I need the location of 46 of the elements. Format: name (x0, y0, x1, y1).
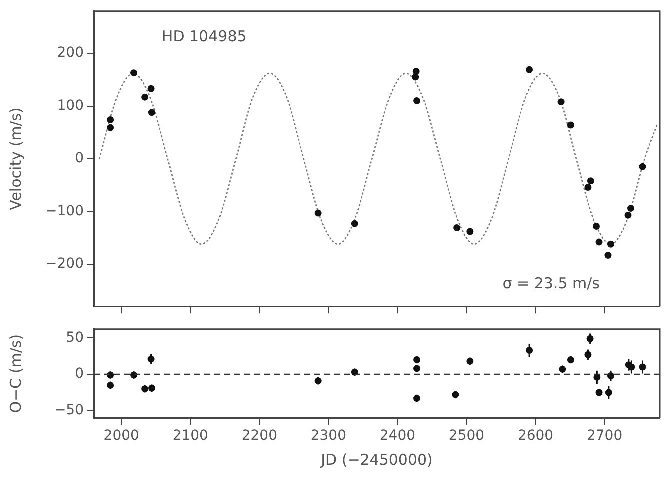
y-tick-label: 0 (75, 150, 84, 167)
point (148, 109, 156, 116)
x-tick-label: 2100 (172, 428, 208, 444)
y-tick-label: −50 (54, 402, 84, 419)
y-tick-label: 0 (75, 366, 84, 382)
x-axis-title: JD (−2450000) (320, 450, 433, 469)
point (624, 212, 632, 219)
point (414, 98, 421, 105)
point (454, 224, 461, 232)
point (607, 240, 614, 248)
point (107, 124, 114, 132)
point (558, 98, 565, 106)
x-tick-label: 2200 (242, 428, 278, 444)
y-axis-title: Velocity (m/s) (6, 108, 25, 210)
point (148, 85, 155, 92)
point (466, 228, 474, 236)
x-tick-label: 2400 (380, 428, 416, 444)
point (412, 68, 420, 75)
point (130, 70, 138, 77)
point (314, 210, 322, 217)
x-tick-label: 2700 (586, 428, 623, 444)
point (526, 66, 534, 74)
point (587, 178, 594, 185)
point (412, 74, 420, 81)
x-tick-label: 2000 (104, 428, 140, 444)
point (107, 116, 114, 124)
point (604, 252, 612, 259)
x-tick-label: 2600 (518, 428, 554, 444)
x-tick-label: 2300 (310, 428, 347, 444)
point (351, 220, 358, 228)
point (592, 222, 600, 230)
point (596, 238, 603, 246)
point (628, 205, 635, 212)
y-tick-label: −200 (46, 256, 84, 272)
point (567, 122, 574, 129)
y-tick-label: 50 (66, 330, 84, 346)
x-tick-label: 2500 (448, 428, 485, 444)
annotation: HD 104985 (162, 27, 247, 46)
point (584, 184, 592, 191)
y-tick-label: 100 (57, 98, 84, 114)
y-tick-label: −100 (46, 203, 84, 220)
point (142, 94, 149, 101)
point (639, 163, 646, 170)
y-tick-label: 200 (57, 45, 84, 62)
annotation: σ = 23.5 m/s (502, 274, 600, 293)
y-axis-title: O−C (m/s) (6, 334, 25, 414)
